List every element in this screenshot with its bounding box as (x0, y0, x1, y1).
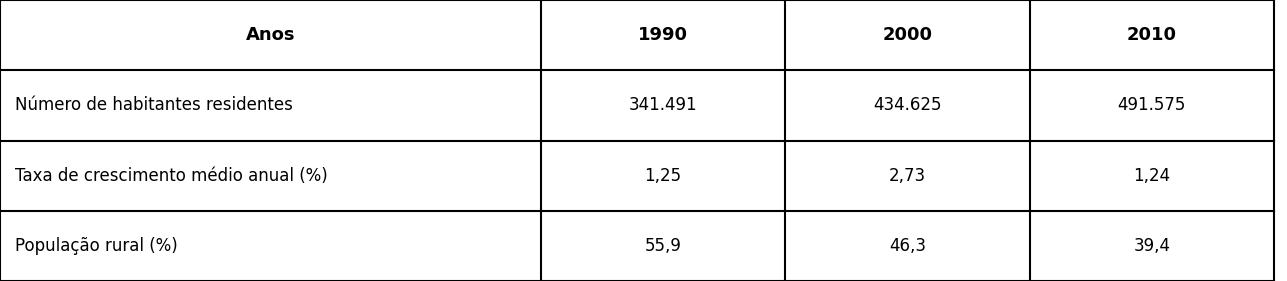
Text: 55,9: 55,9 (645, 237, 681, 255)
Text: Taxa de crescimento médio anual (%): Taxa de crescimento médio anual (%) (15, 167, 328, 185)
Text: 341.491: 341.491 (628, 96, 698, 114)
Text: 39,4: 39,4 (1134, 237, 1170, 255)
Text: 491.575: 491.575 (1117, 96, 1187, 114)
Text: 434.625: 434.625 (873, 96, 942, 114)
Text: Número de habitantes residentes: Número de habitantes residentes (15, 96, 293, 114)
Text: 2010: 2010 (1127, 26, 1176, 44)
Text: Anos: Anos (246, 26, 295, 44)
Text: 1,24: 1,24 (1134, 167, 1170, 185)
Text: 2000: 2000 (883, 26, 932, 44)
Text: 1,25: 1,25 (645, 167, 681, 185)
Text: População rural (%): População rural (%) (15, 237, 178, 255)
Text: 1990: 1990 (638, 26, 687, 44)
Text: 46,3: 46,3 (889, 237, 925, 255)
Text: 2,73: 2,73 (889, 167, 925, 185)
